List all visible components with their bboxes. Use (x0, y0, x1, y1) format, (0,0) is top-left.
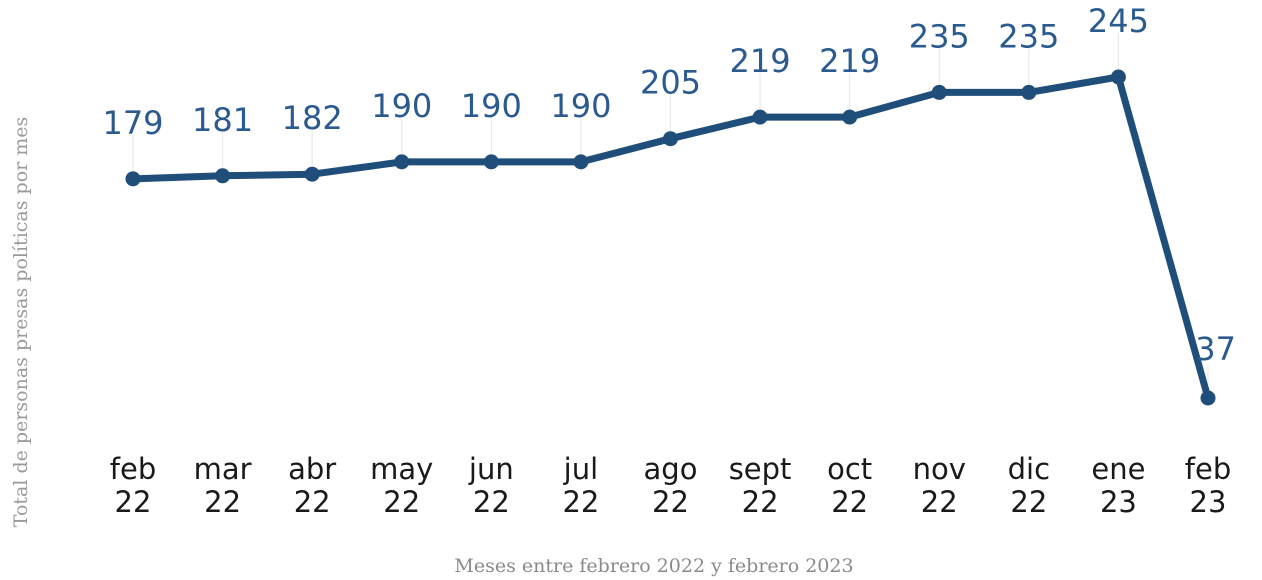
x-tick-label: dic 22 (1008, 452, 1050, 519)
x-axis-label: Meses entre febrero 2022 y febrero 2023 (454, 555, 853, 577)
y-axis-label: Total de personas presas políticas por m… (10, 117, 32, 528)
data-point (1021, 84, 1037, 100)
data-label: 182 (282, 99, 343, 137)
x-tick-label: may 22 (370, 452, 433, 519)
data-point (842, 109, 858, 125)
data-label: 235 (998, 17, 1059, 55)
data-point (304, 166, 320, 182)
data-label: 37 (1195, 330, 1236, 368)
x-tick-label: nov 22 (913, 452, 966, 519)
data-points (125, 69, 1216, 406)
data-point (1110, 69, 1126, 85)
x-tick-label: mar 22 (194, 452, 252, 519)
data-label: 245 (1088, 2, 1149, 40)
data-label: 235 (909, 17, 970, 55)
data-labels: 179 181 182 190 190 190 205 219 219 235 235 245 37 (102, 2, 1236, 368)
x-tick-label: jul 22 (562, 452, 599, 519)
x-tick-label: abr 22 (288, 452, 336, 519)
data-label: 190 (461, 87, 522, 125)
data-label: 205 (640, 64, 701, 102)
x-tick-label: jun 22 (468, 452, 514, 519)
data-label: 219 (730, 42, 791, 80)
x-tick-label: feb 22 (110, 452, 156, 519)
x-tick-label: sept 22 (729, 452, 792, 519)
data-point (483, 154, 499, 170)
data-label: 190 (550, 87, 611, 125)
data-point (663, 131, 678, 147)
data-label: 181 (192, 101, 253, 139)
x-tick-labels: feb 22 mar 22 abr 22 may 22 jun 22 jul 22 ago 22 sept 2… (110, 452, 1231, 519)
data-label: 219 (819, 42, 880, 80)
x-tick-label: feb 23 (1185, 452, 1231, 519)
x-tick-label: ago 22 (644, 452, 698, 519)
data-point (215, 168, 231, 184)
data-point (1200, 390, 1216, 406)
data-point (752, 109, 768, 125)
x-tick-label: oct 22 (827, 452, 872, 519)
data-point (931, 84, 947, 100)
data-label: 190 (371, 87, 432, 125)
data-point (125, 171, 141, 187)
x-tick-label: ene 23 (1091, 452, 1145, 519)
data-label: 179 (102, 104, 163, 142)
data-point (394, 154, 410, 170)
data-point (573, 154, 589, 170)
